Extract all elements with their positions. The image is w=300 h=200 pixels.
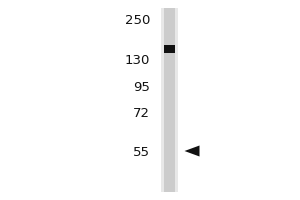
Text: 72: 72 [133, 107, 150, 120]
Bar [164, 45, 175, 53]
Text: 130: 130 [124, 53, 150, 66]
Polygon shape [184, 146, 200, 156]
Bar [161, 8, 178, 192]
Text: 250: 250 [124, 14, 150, 26]
Bar [164, 8, 175, 192]
Text: 95: 95 [133, 81, 150, 94]
Text: 55: 55 [133, 146, 150, 158]
